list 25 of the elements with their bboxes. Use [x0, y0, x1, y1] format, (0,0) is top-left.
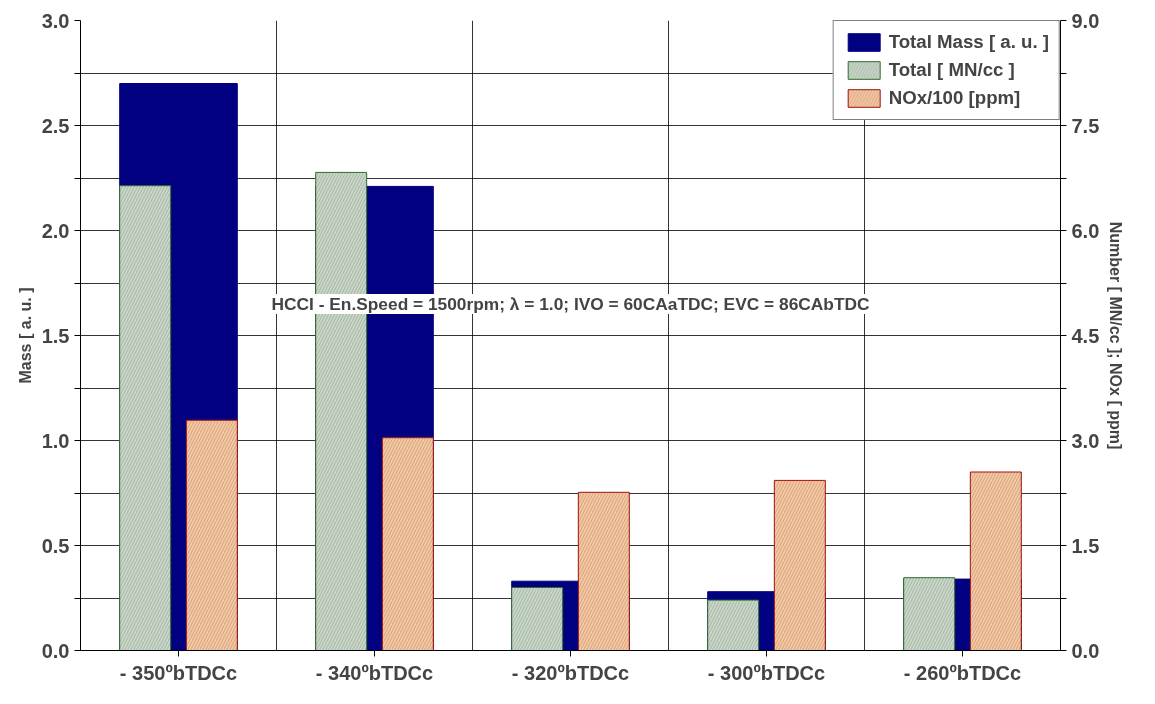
y-tick-label: 3.0	[41, 9, 70, 32]
x-tick-label: - 260ºbTDCc	[903, 661, 1022, 684]
y-tick-label: 0.5	[41, 534, 70, 557]
y2-tick-label: 4.5	[1071, 324, 1100, 347]
y-tick-label: 2.0	[41, 219, 70, 242]
y-tick-label: 2.5	[41, 114, 70, 137]
legend-label: Total [ MN/cc ]	[888, 59, 1015, 81]
y2-axis-title: Number [ MN/cc ]; NOx [ ppm]	[1107, 221, 1125, 450]
y2-tick-label: 7.5	[1071, 114, 1100, 137]
x-tick-label: - 300ºbTDCc	[707, 661, 826, 684]
y-axis-title: Mass [ a. u. ]	[16, 287, 34, 384]
x-tick-label: - 350ºbTDCc	[119, 661, 238, 684]
y-tick-label: 1.0	[41, 429, 70, 452]
y2-tick-label: 1.5	[1071, 534, 1100, 557]
legend-label: Total Mass [ a. u. ]	[888, 31, 1049, 53]
y2-tick-label: 0.0	[1071, 639, 1100, 662]
y-tick-label: 0.0	[41, 639, 70, 662]
y2-tick-label: 6.0	[1071, 219, 1100, 242]
legend-label: NOx/100 [ppm]	[888, 87, 1021, 109]
y-tick-label: 1.5	[41, 324, 70, 347]
y2-tick-label: 9.0	[1071, 9, 1100, 32]
x-tick-label: - 320ºbTDCc	[511, 661, 630, 684]
annotation: HCCI - En.Speed = 1500rpm; λ = 1.0; IVO = 60CAaTDC; EVC = 86CAbTDC	[271, 294, 870, 314]
x-tick-label: - 340ºbTDCc	[315, 661, 434, 684]
y2-tick-label: 3.0	[1071, 429, 1100, 452]
